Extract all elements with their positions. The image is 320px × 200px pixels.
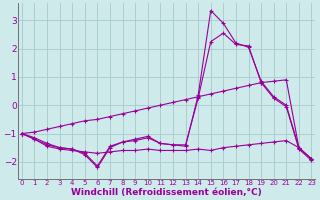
X-axis label: Windchill (Refroidissement éolien,°C): Windchill (Refroidissement éolien,°C) [71,188,262,197]
